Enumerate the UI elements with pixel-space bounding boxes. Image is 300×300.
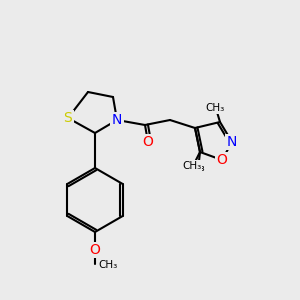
Text: CH₃: CH₃ [206,103,225,113]
Text: O: O [142,135,153,149]
Text: CH₃: CH₃ [182,161,202,171]
Text: CH₃: CH₃ [184,163,206,173]
Text: O: O [217,153,227,167]
Text: N: N [112,113,122,127]
Text: CH₃: CH₃ [98,260,117,270]
Text: S: S [64,111,72,125]
Text: N: N [227,135,237,149]
Text: O: O [90,243,101,257]
